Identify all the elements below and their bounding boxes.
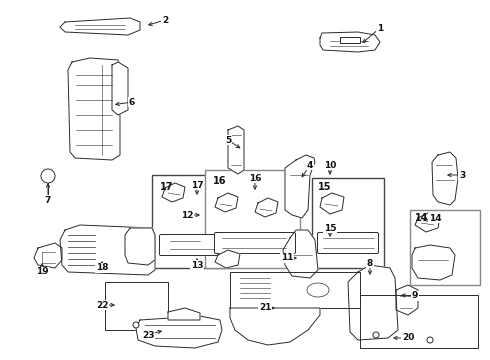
Polygon shape [162,183,185,202]
Text: 15: 15 [318,182,332,192]
Text: 21: 21 [259,303,271,312]
Text: 4: 4 [307,161,313,170]
Polygon shape [412,245,455,280]
FancyBboxPatch shape [318,233,378,253]
Polygon shape [320,32,380,52]
Text: 2: 2 [162,15,168,24]
Text: 14: 14 [415,213,428,223]
Polygon shape [215,250,240,268]
Bar [230,272,360,308]
Polygon shape [348,265,398,340]
Polygon shape [396,285,418,315]
Circle shape [133,322,139,328]
Polygon shape [215,193,238,212]
Text: 12: 12 [181,211,193,220]
Text: 16: 16 [213,176,226,186]
Text: 17: 17 [160,182,173,192]
Bar [205,170,300,268]
Polygon shape [285,155,315,218]
Text: 5: 5 [225,135,231,144]
Polygon shape [228,126,244,174]
Polygon shape [34,243,62,268]
Text: 3: 3 [459,171,465,180]
Text: 13: 13 [191,261,203,270]
Bar [152,175,232,268]
Ellipse shape [307,283,329,297]
Polygon shape [168,308,200,320]
FancyBboxPatch shape [160,234,224,256]
Polygon shape [136,316,222,348]
Text: 9: 9 [412,292,418,301]
Polygon shape [125,228,155,265]
Polygon shape [60,18,140,35]
Text: 17: 17 [191,180,203,189]
Text: 15: 15 [324,224,336,233]
Polygon shape [68,58,120,160]
Text: 23: 23 [142,330,154,339]
Circle shape [373,332,379,338]
Polygon shape [230,308,320,345]
Text: 10: 10 [324,161,336,170]
Text: 8: 8 [367,258,373,267]
Text: 22: 22 [96,301,108,310]
Circle shape [427,337,433,343]
Text: 7: 7 [45,195,51,204]
Polygon shape [283,230,318,278]
Text: 14: 14 [429,213,441,222]
FancyBboxPatch shape [215,233,295,253]
Text: 1: 1 [377,23,383,32]
Text: 19: 19 [36,267,49,276]
Bar [340,37,360,43]
Polygon shape [432,152,458,205]
Circle shape [41,169,55,183]
Polygon shape [255,198,278,217]
Text: 20: 20 [402,333,414,342]
Polygon shape [320,193,344,214]
Polygon shape [415,213,440,232]
Text: 11: 11 [281,253,293,262]
Bar [410,210,480,285]
Bar [105,282,168,330]
Polygon shape [112,62,128,115]
Bar [312,178,384,268]
Text: 18: 18 [96,264,108,273]
Polygon shape [60,225,155,275]
Text: 6: 6 [129,98,135,107]
Text: 16: 16 [249,174,261,183]
Bar [360,295,478,348]
